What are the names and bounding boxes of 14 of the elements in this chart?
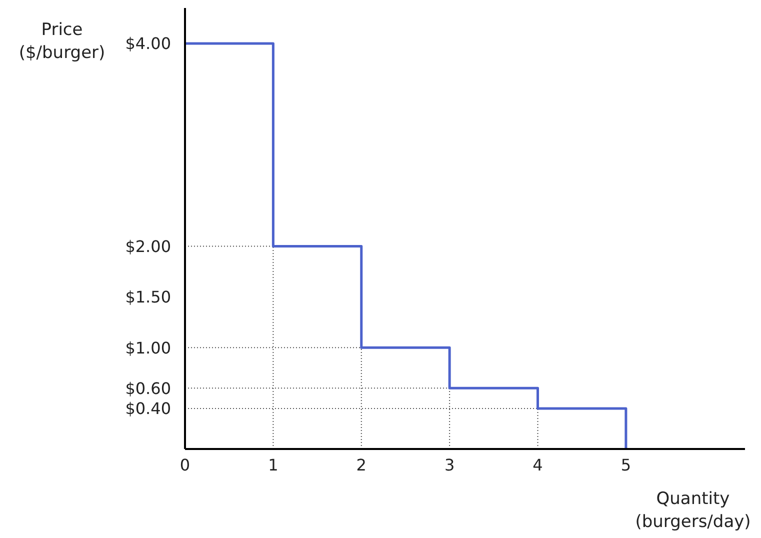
x-tick-label: 3 <box>444 455 455 474</box>
y-tick-label: $4.00 <box>125 34 171 54</box>
y-axis-title: Price ($/burger) <box>18 20 106 63</box>
x-tick-label: 2 <box>356 455 366 474</box>
x-tick-label: 1 <box>268 455 278 474</box>
y-tick-label: $0.60 <box>125 378 171 398</box>
x-tick-label: 0 <box>180 455 190 474</box>
x-tick-label: 4 <box>532 455 543 474</box>
x-axis-title: Quantity (burgers/day) <box>634 488 752 534</box>
x-tick-label: 5 <box>620 455 632 474</box>
y-tick-label: $2.00 <box>125 236 171 256</box>
y-tick-label: $1.00 <box>125 338 171 358</box>
y-tick-label: $1.50 <box>125 288 171 307</box>
y-tick-label: $0.40 <box>125 399 171 418</box>
